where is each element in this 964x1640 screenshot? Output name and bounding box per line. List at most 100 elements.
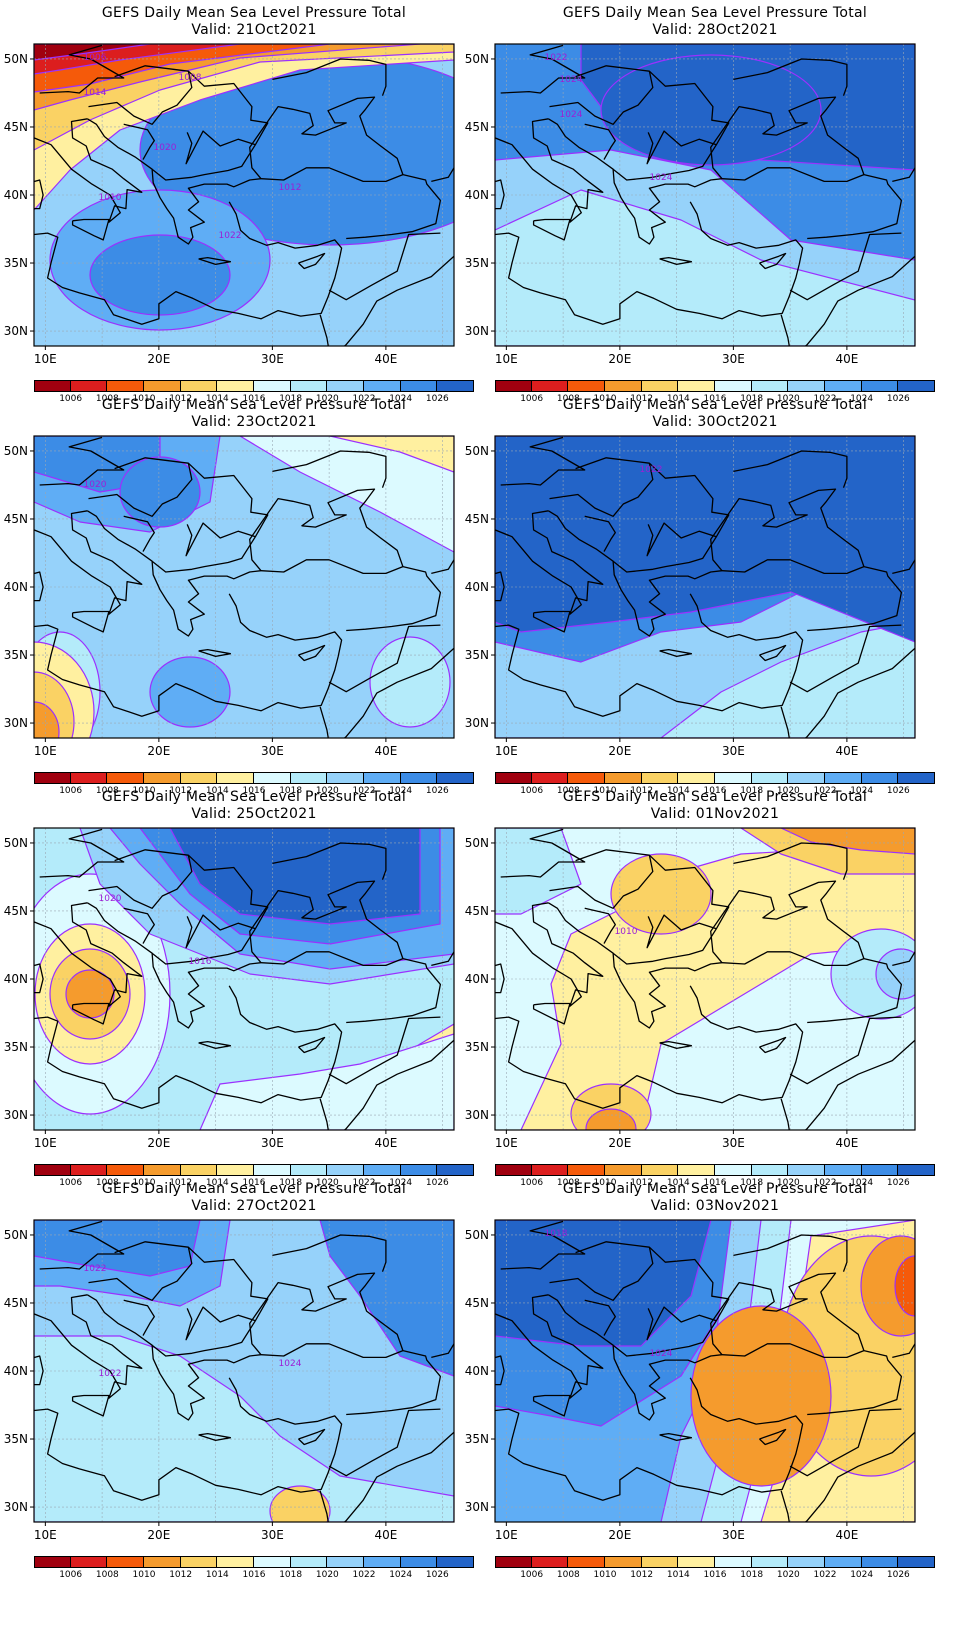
colorbar-label: 1016 (703, 394, 727, 404)
coastline (34, 1377, 343, 1501)
colorbar-label: 1008 (95, 786, 119, 796)
coastline (123, 515, 155, 552)
colorbar: 1006 1008 1010 1012 1014 1016 1018 1020 1022 1024… (34, 380, 474, 410)
lat-tick-label: 50N (465, 52, 489, 66)
coastline (495, 118, 604, 223)
coastline (789, 232, 902, 301)
colorbar-label: 1014 (666, 394, 690, 404)
coastline (87, 902, 262, 1029)
coastline (123, 1299, 155, 1336)
panel-valid-date: Valid: 01Nov2021 (650, 806, 780, 822)
lon-tick-label: 30E (722, 1136, 745, 1150)
colorbar-swatch (34, 1164, 71, 1176)
coastline (185, 914, 256, 949)
contour-label: 1024 (650, 173, 673, 183)
coastline (892, 951, 915, 967)
colorbar-swatch (327, 1164, 364, 1176)
coastline (346, 565, 442, 632)
lon-tick-label: 40E (835, 744, 858, 758)
colorbar-swatch (144, 380, 181, 392)
coastline (789, 1016, 902, 1085)
colorbar: 1006 1008 1010 1012 1014 1016 1018 1020 1022 1024… (34, 1164, 474, 1194)
colorbar-swatch (327, 772, 364, 784)
coastline (328, 624, 441, 693)
colorbar-swatch (568, 1164, 605, 1176)
pressure-field: 1024 1018 (495, 1220, 915, 1522)
coastline (260, 167, 404, 183)
isobar-region (269, 1485, 331, 1522)
colorbar: 1006 1008 1010 1012 1014 1016 1018 1020 1022 1024… (495, 772, 935, 802)
lon-tick-label: 40E (374, 1136, 397, 1150)
panel-title: GEFS Daily Mean Sea Level Pressure Total… (495, 789, 935, 823)
colorbar-swatch (364, 1164, 401, 1176)
lon-tick-label: 40E (835, 1136, 858, 1150)
colorbar-label: 1014 (205, 786, 229, 796)
coastline (249, 96, 404, 180)
coastline (721, 559, 865, 575)
coastline (319, 255, 454, 346)
colorbar-swatch (254, 380, 291, 392)
coastline (198, 648, 232, 658)
lat-tick-label: 45N (465, 512, 489, 526)
isobar-region (894, 1255, 915, 1317)
colorbar-swatch (788, 772, 825, 784)
coastline (39, 1220, 125, 1270)
contour-label: 1010 (615, 927, 638, 937)
colorbar-swatch (825, 1556, 862, 1568)
lon-tick-label: 10E (495, 352, 518, 366)
lon-tick-label: 40E (374, 744, 397, 758)
colorbar-label: 1010 (132, 1570, 156, 1580)
isobar-region (860, 1235, 915, 1337)
lat-tick-label: 30N (465, 716, 489, 730)
coastline (328, 232, 441, 301)
pressure-field: 1020 (34, 436, 454, 738)
colorbar-swatch (290, 772, 328, 784)
colorbar-label: 1026 (886, 786, 910, 796)
coastline (298, 252, 326, 270)
colorbar-label: 1006 (520, 394, 544, 404)
colorbar-label: 1018 (740, 1178, 764, 1188)
colorbar-swatch (825, 772, 862, 784)
colorbar-swatch (641, 380, 679, 392)
colorbar-label: 1010 (132, 394, 156, 404)
coastline (34, 963, 44, 994)
contour-label: 1006 (84, 53, 107, 63)
lon-tick-label: 20E (608, 1136, 631, 1150)
lat-tick-label: 35N (4, 1432, 28, 1446)
coastline (495, 1294, 604, 1399)
contour-label: 1020 (84, 480, 107, 490)
colorbar-frame (34, 380, 474, 392)
isobar-region (34, 1220, 201, 1277)
colorbar-swatch (788, 380, 825, 392)
colorbar-swatch (531, 380, 569, 392)
coastline (431, 559, 454, 575)
pressure-field: 1006 1008 1010 1012 1014 1020 1022 (34, 44, 454, 346)
colorbar-label: 1016 (242, 1178, 266, 1188)
colorbar-label: 1012 (169, 1178, 193, 1188)
colorbar-label: 1010 (593, 1570, 617, 1580)
colorbar-label: 1014 (666, 1570, 690, 1580)
colorbar-swatch (327, 1556, 364, 1568)
coastline (584, 1299, 616, 1336)
lon-tick-label: 20E (147, 1528, 170, 1542)
coastline (548, 510, 723, 637)
coastline (807, 173, 903, 240)
panel-title: GEFS Daily Mean Sea Level Pressure Total… (495, 5, 935, 39)
coastline (780, 647, 915, 738)
colorbar-swatch (217, 1164, 254, 1176)
contour-label: 1024 (650, 1349, 673, 1359)
colorbar-label: 1018 (740, 786, 764, 796)
map-panel: GEFS Daily Mean Sea Level Pressure Total… (0, 1176, 482, 1586)
lat-tick-label: 40N (4, 1364, 28, 1378)
colorbar-swatch (254, 1556, 291, 1568)
coastline (733, 842, 848, 880)
coastline (260, 1343, 404, 1359)
lat-tick-label: 40N (465, 1364, 489, 1378)
coastline (495, 179, 505, 210)
colorbar-label: 1014 (205, 394, 229, 404)
lon-tick-label: 30E (722, 744, 745, 758)
coastline (298, 644, 326, 662)
lat-tick-label: 35N (4, 648, 28, 662)
isobar-region (34, 44, 151, 61)
coastline (71, 610, 110, 633)
